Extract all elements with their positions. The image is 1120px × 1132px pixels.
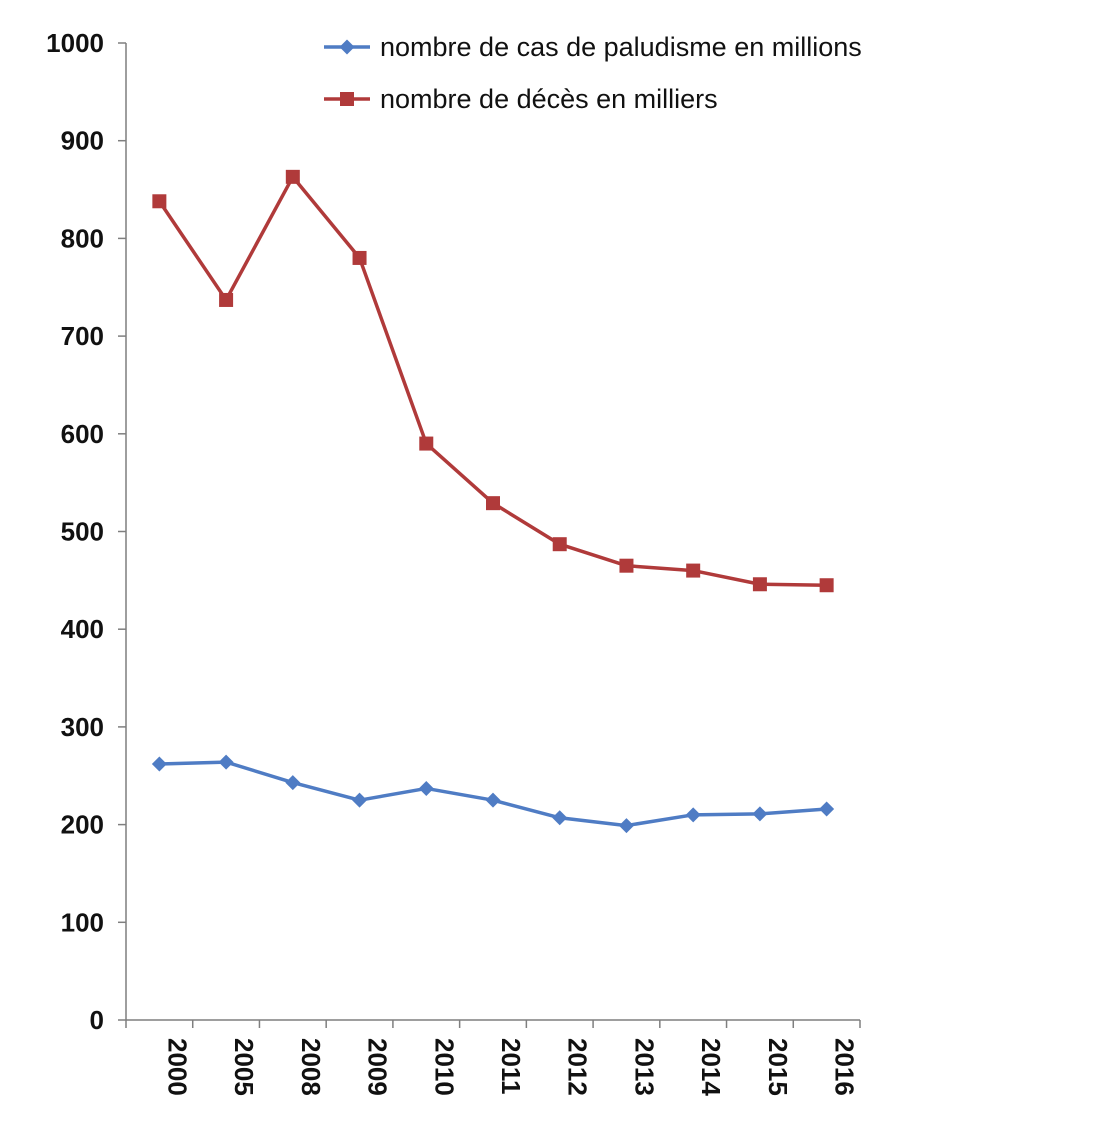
legend-label: nombre de cas de paludisme en millions <box>380 32 862 62</box>
data-point <box>219 292 234 307</box>
legend-marker <box>340 92 354 106</box>
x-tick-label: 2010 <box>429 1038 459 1096</box>
data-point <box>819 801 835 817</box>
x-tick-label: 2008 <box>296 1038 326 1096</box>
data-point <box>619 558 634 573</box>
y-axis-ticks: 0 100 200 300 400 500 600 700 800 900 1000 <box>46 28 126 1035</box>
y-tick-label: 0 <box>90 1005 104 1035</box>
y-tick-label: 900 <box>61 126 104 156</box>
x-tick-label: 2014 <box>696 1038 726 1096</box>
data-point <box>419 436 434 451</box>
x-tick-label: 2016 <box>830 1038 860 1096</box>
legend-entry: nombre de décès en milliers <box>324 84 718 114</box>
legend: nombre de cas de paludisme en millions no… <box>324 32 862 114</box>
legend-label: nombre de décès en milliers <box>380 84 718 114</box>
x-tick-label: 2013 <box>629 1038 659 1096</box>
x-tick-label: 2005 <box>229 1038 259 1096</box>
y-tick-label: 200 <box>61 810 104 840</box>
y-tick-label: 600 <box>61 419 104 449</box>
data-point <box>486 496 500 511</box>
data-point <box>552 537 567 552</box>
y-tick-label: 1000 <box>46 28 104 58</box>
data-point <box>752 577 767 592</box>
data-point <box>618 818 634 834</box>
x-tick-label: 2011 <box>496 1038 526 1094</box>
data-point <box>552 810 568 826</box>
data-point <box>285 775 301 791</box>
legend-marker <box>339 39 355 55</box>
series-line <box>157 175 827 587</box>
y-tick-label: 700 <box>61 321 104 351</box>
axes <box>125 43 860 1021</box>
data-point <box>152 194 167 209</box>
data-point <box>285 169 300 184</box>
x-tick-label: 2000 <box>162 1038 192 1096</box>
data-point <box>218 754 234 770</box>
data-point <box>819 578 834 593</box>
data-point <box>685 807 701 823</box>
series-2 <box>152 169 834 593</box>
y-tick-label: 100 <box>61 907 104 937</box>
x-tick-label: 2015 <box>763 1038 793 1096</box>
y-tick-label: 400 <box>61 614 104 644</box>
data-point <box>686 563 701 578</box>
x-tick-label: 2009 <box>363 1038 393 1096</box>
data-point <box>418 780 434 796</box>
data-point <box>752 806 768 822</box>
series-layer <box>151 169 835 834</box>
y-tick-label: 300 <box>61 712 104 742</box>
data-point <box>352 250 367 265</box>
data-point <box>485 792 501 808</box>
x-tick-label: 2012 <box>563 1038 593 1096</box>
y-tick-label: 500 <box>61 517 104 547</box>
y-tick-label: 800 <box>61 223 104 253</box>
data-point <box>151 756 167 772</box>
series-1 <box>151 754 835 834</box>
x-axis-ticks: 2000 2005 2008 2009 2010 2011 2012 2013 2014 2015… <box>125 1020 861 1096</box>
legend-entry: nombre de cas de paludisme en millions <box>324 32 862 62</box>
data-point <box>352 792 368 808</box>
